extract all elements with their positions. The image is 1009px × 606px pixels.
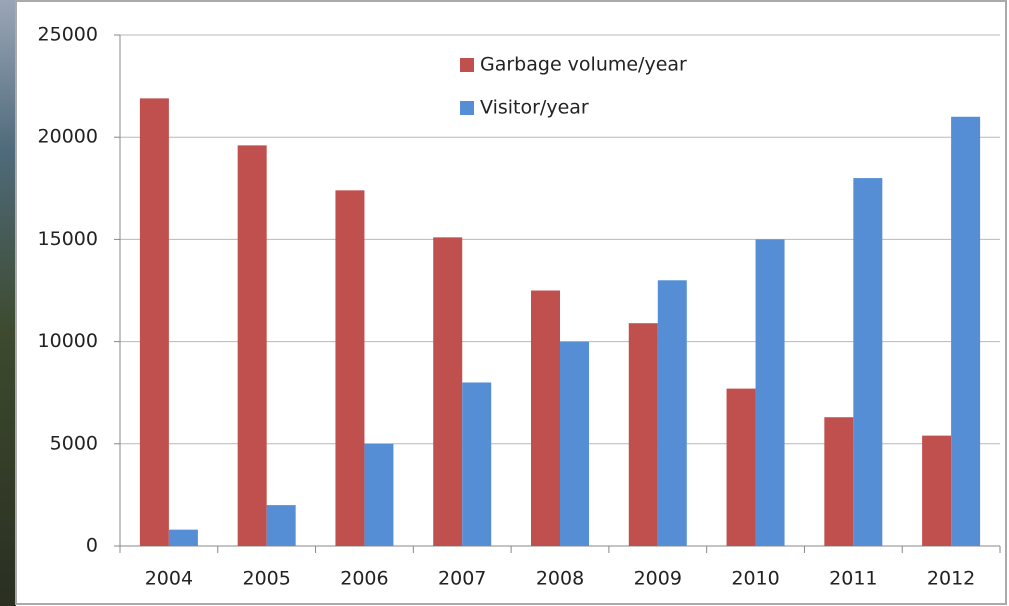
bar	[462, 382, 492, 546]
y-tick-label: 25000	[38, 24, 98, 46]
x-tick-label: 2008	[536, 568, 584, 590]
bar	[755, 239, 785, 546]
x-tick-label: 2009	[634, 568, 682, 590]
bar	[560, 341, 589, 546]
y-tick-label: 20000	[38, 126, 98, 148]
background-photo	[0, 0, 16, 606]
bar	[433, 237, 463, 546]
legend-label: Visitor/year	[480, 97, 589, 119]
bar	[922, 435, 952, 546]
bar	[168, 529, 198, 546]
x-tick-label: 2006	[340, 568, 388, 590]
bar	[139, 98, 169, 546]
legend-swatch	[460, 58, 474, 72]
bar	[364, 443, 394, 546]
bar	[657, 280, 687, 546]
bar	[628, 323, 658, 546]
x-tick-label: 2011	[829, 568, 877, 590]
bar	[853, 178, 883, 546]
bar	[726, 388, 756, 546]
bar	[335, 190, 365, 546]
legend-swatch	[460, 101, 474, 115]
y-tick-label: 10000	[38, 330, 98, 352]
x-tick-label: 2012	[927, 568, 975, 590]
bar	[824, 417, 854, 546]
x-tick-label: 2010	[731, 568, 779, 590]
legend-label: Garbage volume/year	[480, 54, 687, 76]
bar	[531, 290, 560, 546]
x-tick-label: 2004	[145, 568, 193, 590]
y-tick-label: 5000	[50, 432, 98, 454]
bar	[951, 116, 981, 546]
bar	[266, 505, 296, 546]
x-tick-label: 2005	[242, 568, 290, 590]
bar	[237, 145, 267, 546]
y-tick-label: 15000	[38, 228, 98, 250]
y-tick-label: 0	[86, 535, 98, 557]
x-tick-label: 2007	[438, 568, 486, 590]
